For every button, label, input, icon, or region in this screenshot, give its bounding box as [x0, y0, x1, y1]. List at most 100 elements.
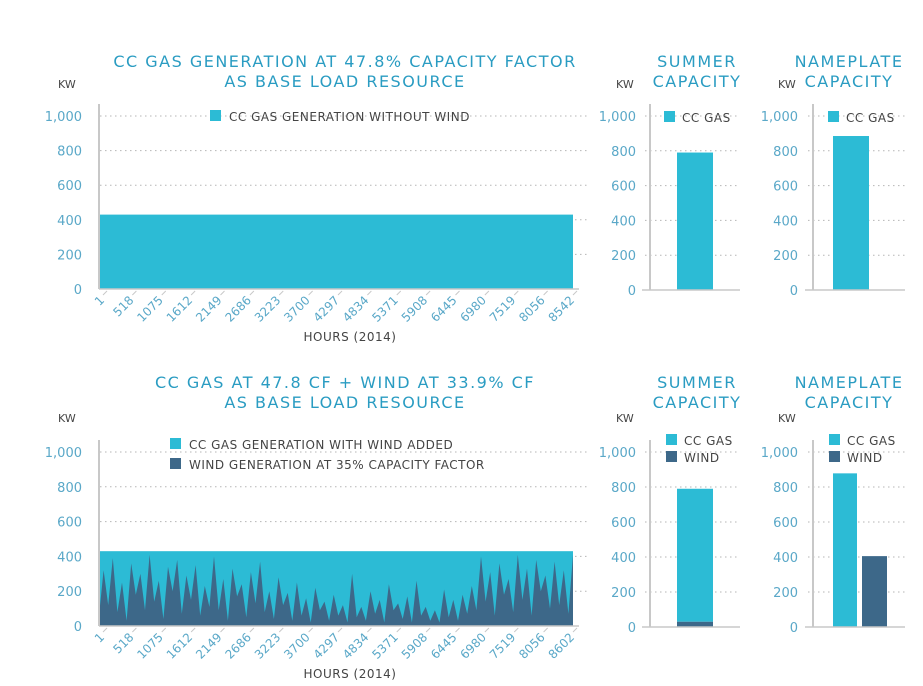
y-tick-label: 400 [611, 214, 636, 229]
y-tick-label: 0 [790, 284, 798, 299]
y-tick-label: 200 [57, 585, 82, 600]
y-tick-label: 400 [773, 551, 798, 566]
wind-bar [677, 621, 713, 627]
y-tick-label: 1,000 [761, 110, 798, 125]
x-tick-label: 8056 [516, 630, 547, 661]
x-axis-label: HOURS (2014) [304, 667, 397, 681]
x-tick [455, 290, 460, 296]
x-tick [190, 290, 196, 296]
x-tick-label: 1612 [164, 630, 195, 661]
x-tick [572, 290, 578, 296]
x-tick [543, 627, 548, 633]
y-tick-label: 600 [57, 179, 82, 194]
chart-title: NAMEPLATE CAPACITY [794, 373, 904, 412]
chart-title: SUMMER CAPACITY [652, 373, 742, 412]
x-tick-label: 3700 [281, 293, 312, 324]
x-tick [102, 627, 108, 633]
y-axis-label: KW [58, 78, 76, 91]
x-tick-label: 8542 [546, 293, 577, 324]
x-tick [396, 627, 402, 633]
x-tick [132, 627, 137, 633]
y-tick-label: 0 [790, 621, 798, 636]
y-axis-label: KW [616, 78, 634, 91]
y-tick-label: 600 [611, 180, 636, 195]
x-tick [249, 290, 255, 296]
x-tick [102, 290, 108, 296]
x-tick [367, 627, 372, 633]
x-tick-label: 6445 [428, 630, 459, 661]
y-tick-label: 800 [773, 481, 798, 496]
y-tick-label: 0 [628, 621, 636, 636]
x-tick [308, 290, 313, 296]
x-tick-label: 1075 [134, 630, 165, 661]
chart-title: CC GAS GENERATION AT 47.8% CAPACITY FACT… [113, 52, 577, 91]
x-tick [396, 290, 402, 296]
y-tick-label: 600 [611, 516, 636, 531]
x-tick [337, 627, 343, 633]
x-tick [543, 290, 548, 296]
y-tick-label: 200 [773, 249, 798, 264]
gas-generation-area [99, 214, 573, 289]
x-tick [249, 627, 255, 633]
legend-swatch [170, 438, 181, 449]
legend-label: CC GAS [684, 434, 733, 448]
y-tick-label: 1,000 [45, 446, 82, 461]
chart-title: SUMMER CAPACITY [652, 52, 742, 91]
x-tick [278, 290, 284, 296]
x-tick [161, 290, 167, 296]
x-tick-label: 6980 [457, 630, 488, 661]
x-tick-label: 8602 [546, 630, 577, 661]
y-tick-label: 0 [628, 284, 636, 299]
y-tick-label: 0 [74, 620, 82, 635]
x-tick-label: 518 [110, 630, 136, 656]
y-tick-label: 1,000 [599, 446, 636, 461]
x-tick [190, 627, 196, 633]
cc-gas-bar [677, 488, 713, 622]
y-tick-label: 200 [57, 248, 82, 263]
y-tick-label: 400 [57, 214, 82, 229]
legend-label: CC GAS [682, 111, 731, 125]
x-tick-label: 1075 [134, 293, 165, 324]
y-tick-label: 600 [773, 516, 798, 531]
legend-label: CC GAS GENERATION WITH WIND ADDED [189, 438, 453, 452]
y-tick-label: 800 [611, 481, 636, 496]
y-tick-label: 200 [773, 586, 798, 601]
x-tick-label: 5371 [369, 630, 400, 661]
x-tick [367, 290, 372, 296]
x-tick-label: 4834 [340, 293, 371, 324]
legend-label: CC GAS [847, 434, 896, 448]
y-tick-label: 800 [57, 481, 82, 496]
cc-gas-bar [833, 136, 869, 290]
x-tick [220, 290, 225, 296]
wind-generation-area [99, 554, 573, 626]
chart-title: NAMEPLATE CAPACITY [794, 52, 904, 91]
x-tick-label: 2686 [222, 630, 253, 661]
x-tick-label: 3223 [252, 630, 283, 661]
x-tick-label: 5908 [399, 293, 430, 324]
cc-gas-bar [677, 152, 713, 290]
x-tick [337, 290, 343, 296]
y-tick-label: 800 [611, 145, 636, 160]
y-tick-label: 0 [74, 283, 82, 298]
x-tick-label: 8056 [516, 293, 547, 324]
x-tick-label: 2686 [222, 293, 253, 324]
wind-bar [862, 556, 887, 627]
x-tick-label: 1 [92, 293, 107, 308]
x-tick-label: 1612 [164, 293, 195, 324]
y-tick-label: 400 [611, 551, 636, 566]
legend-swatch [664, 111, 675, 122]
y-tick-label: 800 [773, 145, 798, 160]
x-tick-label: 4297 [311, 630, 342, 661]
x-tick-label: 5908 [399, 630, 430, 661]
x-tick-label: 6980 [457, 293, 488, 324]
x-tick [161, 627, 167, 633]
y-tick-label: 200 [611, 249, 636, 264]
x-tick [132, 290, 137, 296]
x-tick [513, 627, 519, 633]
legend-swatch [828, 111, 839, 122]
x-tick-label: 7519 [487, 630, 518, 661]
cc-gas-bar [833, 473, 857, 627]
y-tick-label: 1,000 [761, 446, 798, 461]
x-tick-label: 1 [92, 630, 107, 645]
legend-swatch [829, 434, 840, 445]
